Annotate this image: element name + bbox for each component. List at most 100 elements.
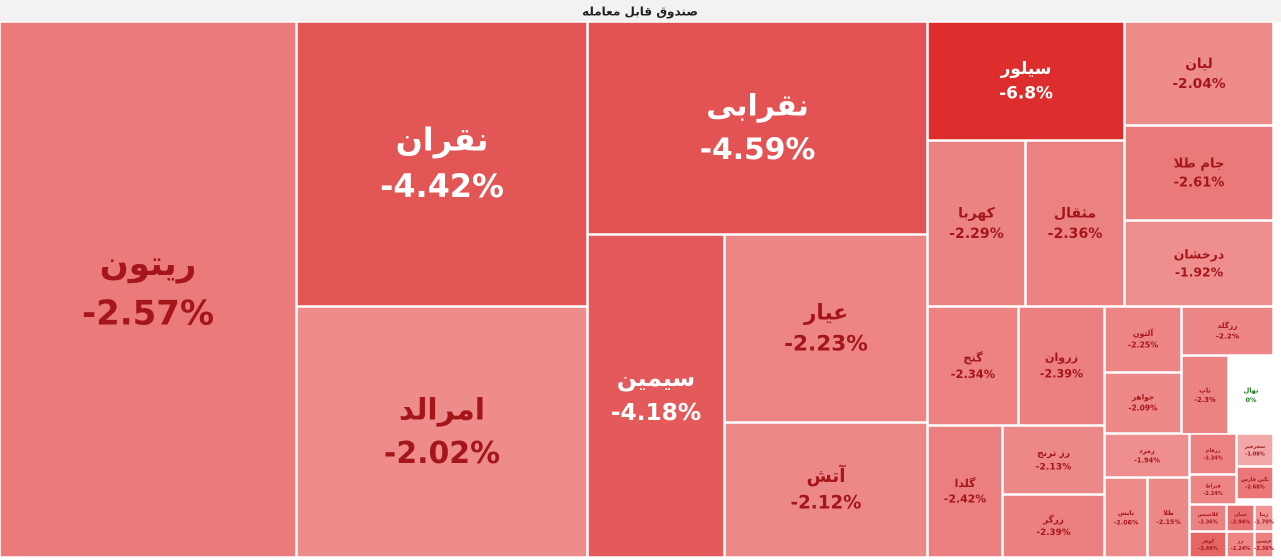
tile	[296, 306, 588, 558]
tile-value: -4.59%	[700, 132, 816, 167]
tile-label: عیار	[803, 300, 848, 325]
tile-label: جام طلا	[1174, 156, 1225, 171]
tile-label: درخشان	[1174, 246, 1225, 261]
header-bar	[0, 0, 1281, 22]
tile-value: -1.08%	[1245, 451, 1264, 457]
tile-label: طلا	[1163, 510, 1174, 517]
tile-value: -2.3%	[1194, 396, 1216, 404]
tile-label: سیلور	[1000, 58, 1052, 79]
tile-value: -2.57%	[82, 294, 214, 334]
tile-label: سیمین	[617, 365, 695, 392]
tile	[1189, 433, 1237, 475]
chart-title: صندوق قابل معامله	[582, 5, 698, 20]
tile-label: گلدا	[955, 477, 977, 490]
tile-value: -2.36%	[1254, 546, 1273, 552]
tile-value: -2.13%	[1036, 461, 1072, 472]
tile-value: -2.36%	[1198, 519, 1217, 525]
tile	[1236, 433, 1274, 467]
tile-value: -2.12%	[791, 493, 862, 514]
tile	[1189, 504, 1227, 532]
tile-label: جواهر	[1131, 393, 1155, 402]
tile-value: -2.29%	[949, 226, 1004, 242]
tile-value: -2.24%	[1231, 546, 1250, 552]
tile-value: -2.61%	[1174, 175, 1225, 190]
tile-value: -4.18%	[611, 399, 701, 426]
tile-label: زرفام	[1206, 448, 1221, 454]
tile-label: کوهر	[1201, 539, 1215, 545]
tile-label: لیان	[1185, 56, 1213, 72]
tile-value: -2.42%	[944, 493, 986, 506]
tile-label: ناب	[1199, 386, 1211, 394]
tile-label: زمرد	[1139, 447, 1155, 455]
tile	[724, 422, 928, 558]
tile-value: -2.2%	[1216, 332, 1240, 341]
tile-value: -2.23%	[784, 332, 868, 357]
tile	[296, 21, 588, 307]
tile	[1226, 531, 1255, 558]
tile-value: -2.25%	[1128, 340, 1158, 349]
tile-label: کهربا	[958, 206, 996, 222]
tile	[927, 21, 1125, 141]
tile	[1236, 466, 1274, 500]
tile	[1228, 355, 1274, 435]
tile-value: -2.34%	[1203, 455, 1222, 461]
tile-label: کلاسیس	[1198, 512, 1219, 518]
tile	[1124, 220, 1274, 307]
tile-label: امرالد	[399, 393, 485, 428]
tile	[1104, 306, 1182, 373]
tile-label: زیتا	[1260, 512, 1269, 518]
tile-label: تابش	[1118, 509, 1134, 517]
tile-label: مثقال	[1054, 206, 1096, 222]
tile	[1189, 474, 1237, 505]
tile	[1124, 125, 1274, 221]
tile	[1002, 494, 1105, 558]
tile-value: -2.02%	[384, 436, 500, 471]
tile-value: -1.92%	[1175, 264, 1224, 279]
tile	[1124, 21, 1274, 126]
tile	[1181, 306, 1274, 356]
tile-label: آتش	[807, 464, 847, 487]
tile-label: نگین فارس	[1241, 476, 1269, 483]
tile	[1104, 477, 1148, 558]
tile	[1025, 140, 1125, 307]
tile-value: -3.49%	[1198, 546, 1217, 552]
tile-value: -2.68%	[1245, 484, 1264, 490]
tile	[724, 234, 928, 423]
tile-value: -2.09%	[1128, 404, 1158, 413]
tile-label: زر	[1237, 539, 1244, 545]
tile	[1189, 531, 1227, 558]
tile	[1002, 425, 1105, 495]
tile-value: -2.39%	[1040, 367, 1083, 380]
tile-label: نقرابی	[706, 89, 809, 124]
tile	[0, 21, 297, 558]
tile-label: زرگر	[1042, 514, 1064, 525]
tile-value: -2.04%	[1172, 76, 1225, 92]
tile-value: -6.8%	[999, 83, 1053, 103]
tile-value: -2.94%	[1231, 519, 1250, 525]
tile-label: سحرخیز	[1244, 444, 1265, 450]
tile-label: رز ترنج	[1037, 448, 1070, 459]
tile-label: عیسی	[1256, 539, 1272, 545]
tile	[927, 306, 1019, 426]
tile	[1018, 306, 1105, 426]
tile	[1104, 433, 1190, 478]
tile-label: نقران	[396, 121, 489, 159]
tile-value: -1.94%	[1134, 457, 1160, 465]
tile-value: 0%	[1245, 396, 1257, 404]
tile	[1254, 504, 1274, 532]
tile-value: -2.39%	[1036, 528, 1070, 538]
tile-label: جمان	[1234, 512, 1247, 518]
tile-label: ریتون	[100, 244, 197, 284]
tile-label: رزگلد	[1218, 321, 1238, 330]
tile-label: قیراط	[1205, 484, 1220, 490]
tile	[1147, 477, 1190, 558]
tile	[927, 425, 1003, 558]
tile-label: زروان	[1045, 351, 1078, 364]
tile	[587, 234, 725, 558]
tile	[587, 21, 928, 235]
tile-value: -2.15%	[1156, 519, 1181, 526]
tile-value: -1.70%	[1254, 519, 1273, 525]
tile	[1254, 531, 1274, 558]
tile-label: گنج	[963, 350, 983, 364]
